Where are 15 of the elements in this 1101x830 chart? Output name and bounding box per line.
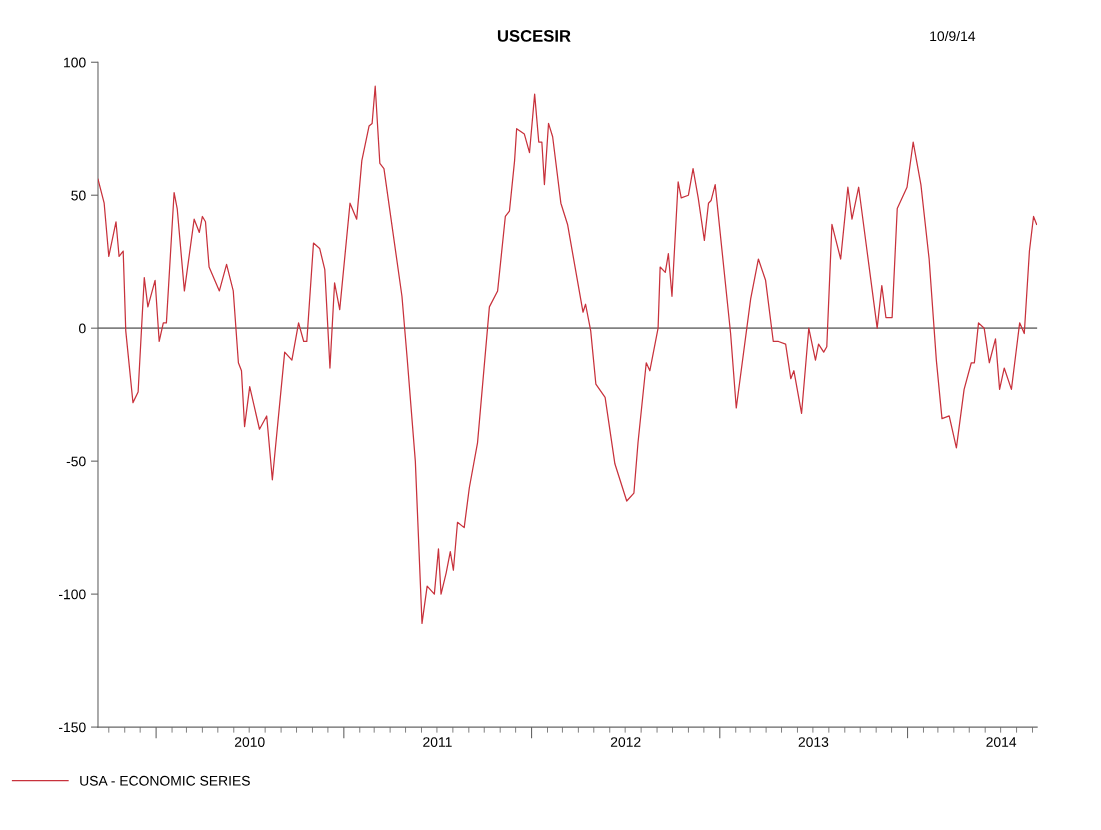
legend-label: USA - ECONOMIC SERIES (80, 775, 250, 786)
x-tick-label: 2011 (423, 737, 452, 747)
y-tick-label: 0 (79, 323, 86, 334)
x-tick-label: 2010 (234, 737, 265, 747)
y-tick-label: -100 (59, 589, 86, 600)
y-tick-label: -50 (66, 456, 86, 467)
y-tick-label: 100 (64, 57, 86, 68)
x-tick-label: 2013 (798, 737, 829, 747)
y-tick-label: -150 (59, 722, 86, 733)
text: 10/9/14 (930, 30, 976, 42)
x-tick-label: 2014 (986, 737, 1017, 747)
y-tick-label: 50 (71, 190, 86, 201)
line-series (97, 85, 1038, 624)
chart-title: USCESIR (497, 30, 571, 42)
x-tick-label: 2012 (610, 737, 641, 747)
